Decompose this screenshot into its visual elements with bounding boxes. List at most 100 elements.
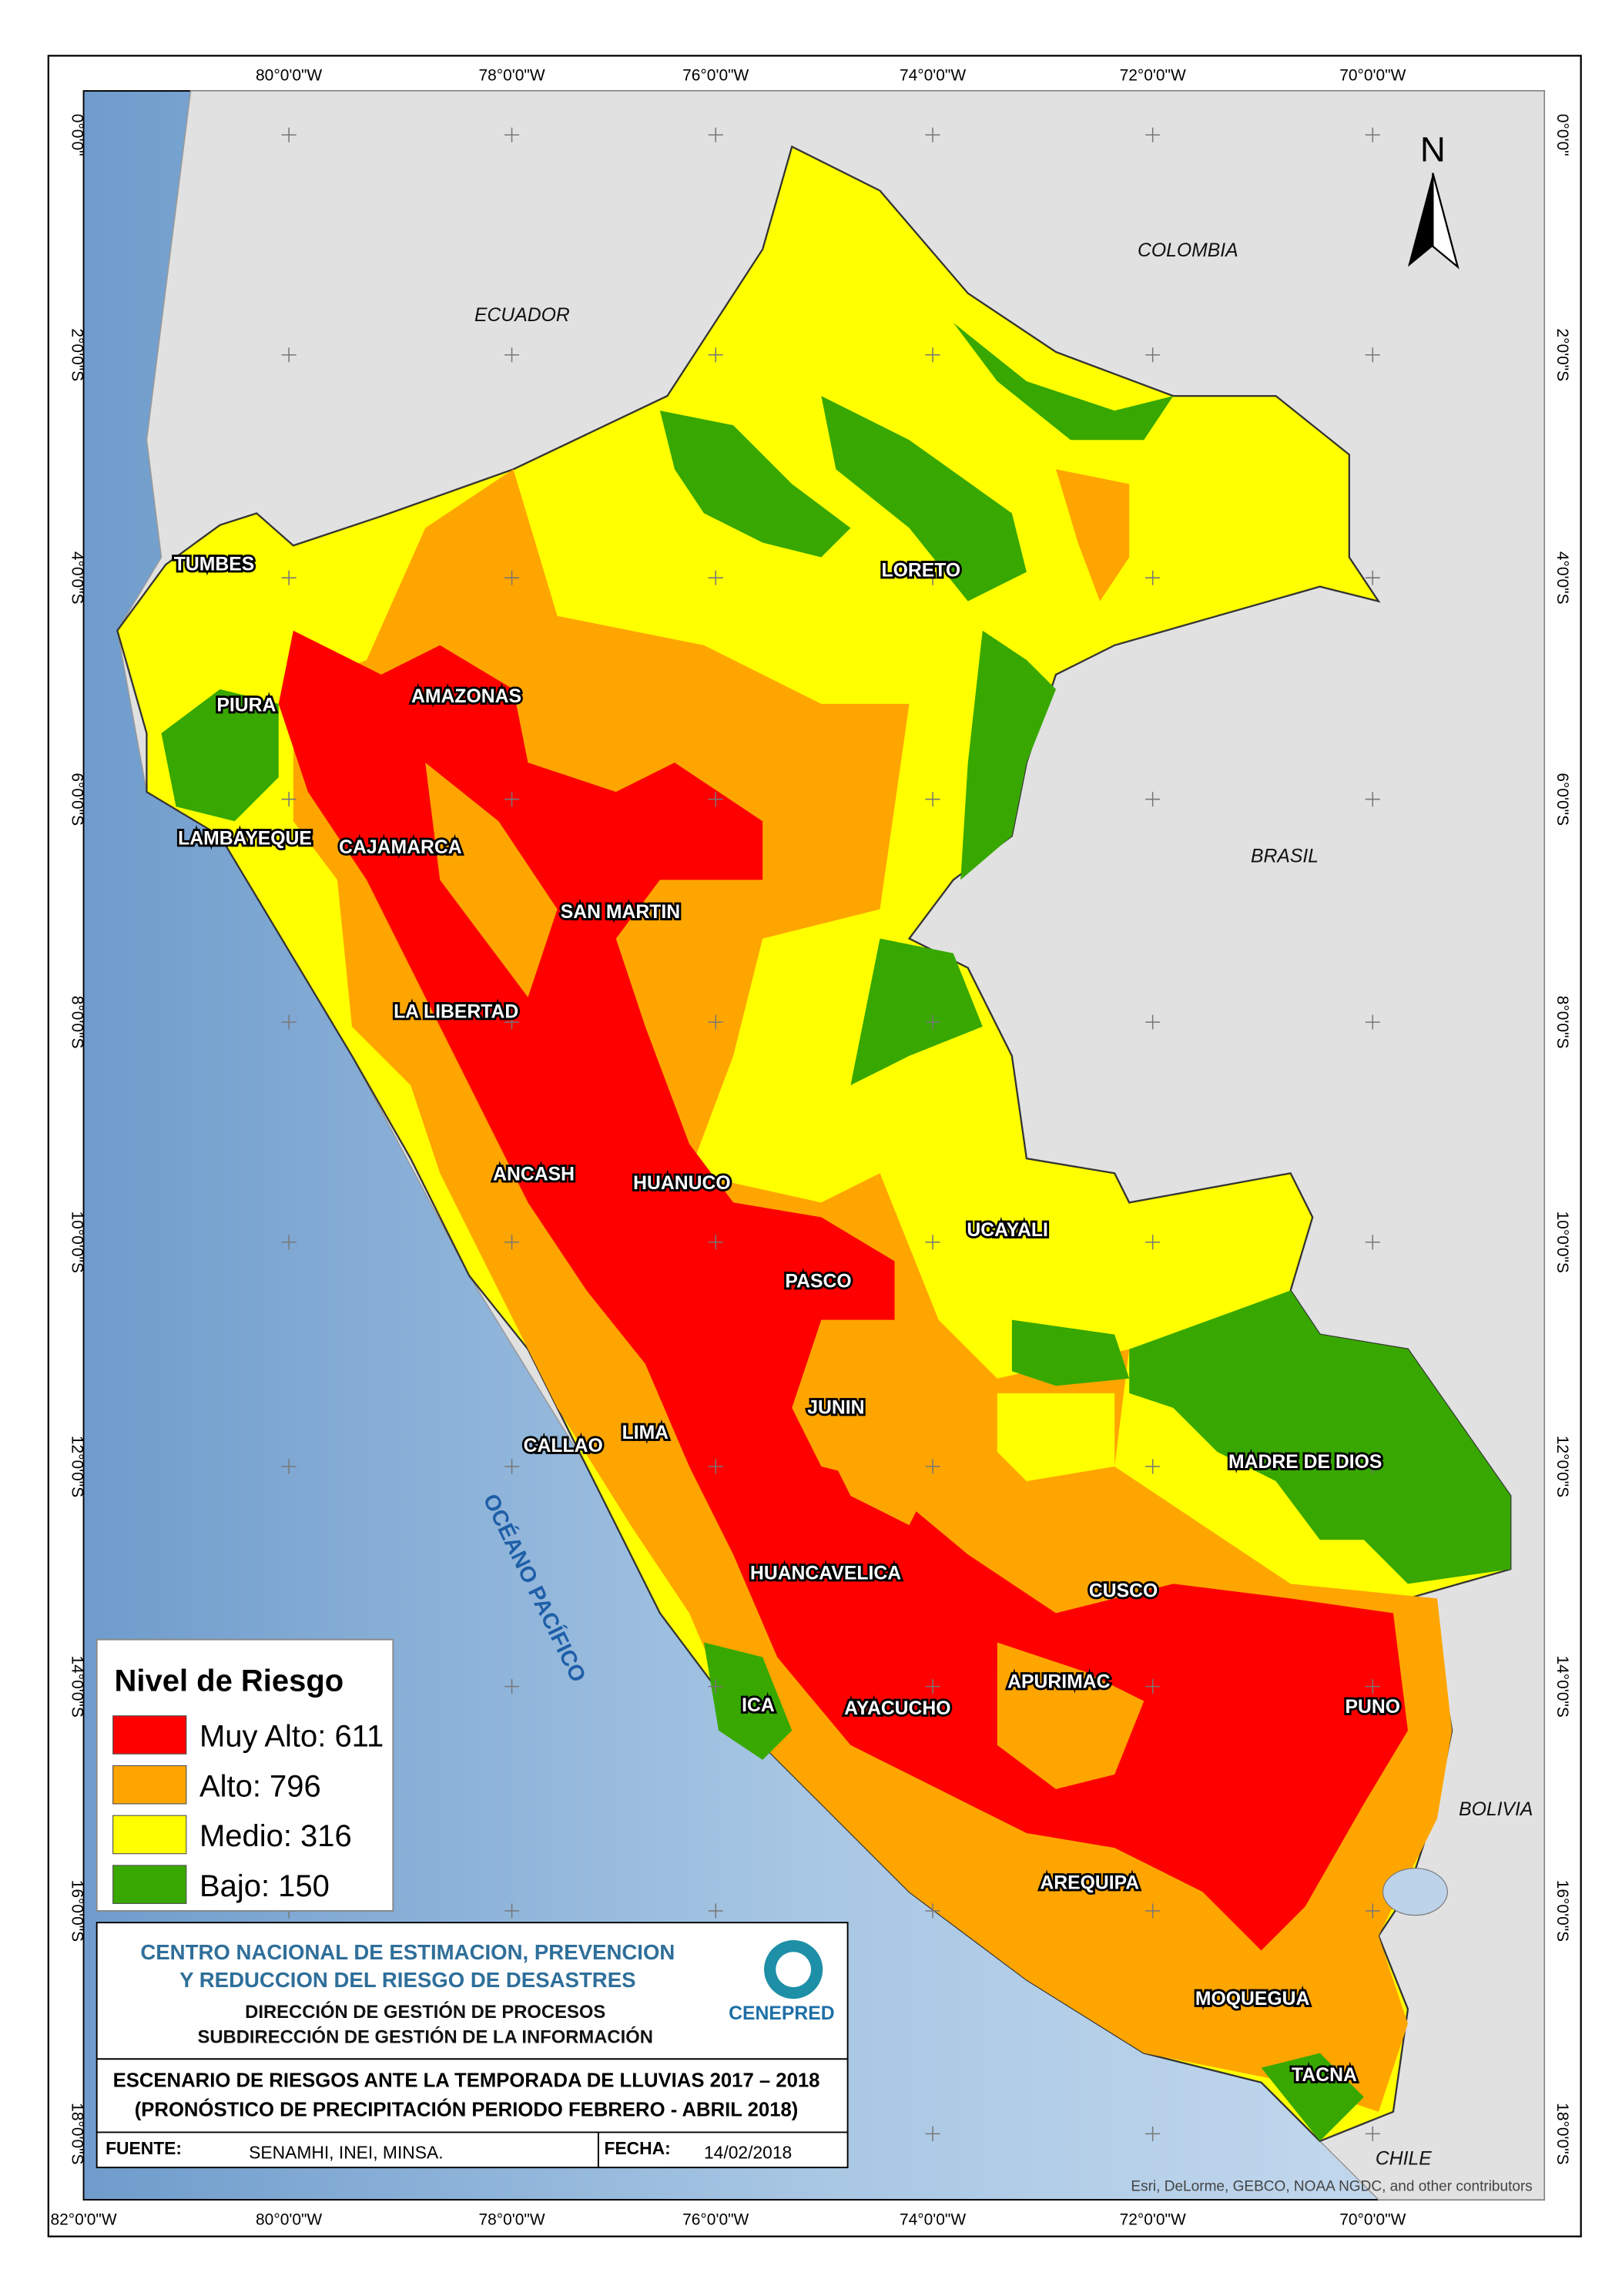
zone-high (1055, 469, 1130, 602)
title-block (96, 1922, 849, 2169)
legend-swatch (112, 1715, 187, 1755)
department-label: ICA (742, 1695, 775, 1716)
zone-low (960, 630, 1056, 880)
lon-label: 76°0'0"W (682, 67, 749, 85)
zone-medium (997, 1393, 1115, 1482)
department-label: UCAYALI (967, 1220, 1047, 1241)
zone-high (425, 763, 558, 997)
lat-label: 16°0'0"S (1553, 1880, 1571, 1942)
lon-label: 70°0'0"W (1339, 2211, 1406, 2228)
department-label: PASCO (785, 1272, 851, 1292)
lat-label: 18°0'0"S (1553, 2103, 1571, 2164)
lat-label: 8°0'0"S (1553, 996, 1571, 1049)
lat-label: 6°0'0"S (68, 773, 85, 826)
lat-label: 4°0'0"S (68, 551, 85, 605)
department-label: PIURA (216, 695, 276, 716)
lat-label: 10°0'0"S (68, 1212, 85, 1273)
legend-title: Nivel de Riesgo (115, 1664, 344, 1698)
legend-label: Muy Alto: 611 (199, 1720, 384, 1754)
zone-low (821, 396, 1027, 602)
lat-label: 0°0'0" (1553, 114, 1571, 156)
lon-label: 74°0'0"W (900, 2211, 966, 2228)
north-arrow-left (1407, 173, 1433, 267)
country-label: CHILE (1376, 2148, 1432, 2169)
north-arrow-right (1432, 173, 1459, 270)
north-arrow: N (1407, 129, 1459, 270)
country-label: COLOMBIA (1138, 240, 1238, 261)
date-label: FECHA: (605, 2138, 671, 2158)
department-label: TACNA (1292, 2065, 1357, 2086)
logo (776, 1952, 811, 1987)
zone-low (1129, 1290, 1511, 1584)
org-name: Y REDUCCION DEL RIESGO DE DESASTRES (179, 1968, 635, 1992)
lon-label: 74°0'0"W (900, 67, 966, 85)
lat-label: 16°0'0"S (68, 1880, 85, 1942)
north-label: N (1420, 129, 1446, 169)
lat-label: 6°0'0"S (1553, 773, 1571, 826)
legend-label: Alto: 796 (199, 1769, 321, 1803)
source-label: FUENTE: (106, 2138, 182, 2158)
department-label: PUNO (1346, 1697, 1401, 1718)
lat-label: 12°0'0"S (1553, 1436, 1571, 1497)
zone-low (953, 322, 1174, 441)
lon-label: 72°0'0"W (1120, 2211, 1186, 2228)
org-name: CENTRO NACIONAL DE ESTIMACION, PREVENCIO… (140, 1940, 675, 1964)
lat-label: 2°0'0"S (1553, 328, 1571, 381)
department-label: JUNIN (807, 1397, 864, 1418)
lon-label: 78°0'0"W (478, 67, 545, 85)
legend-swatch (112, 1865, 187, 1905)
country-label: BRASIL (1251, 846, 1319, 867)
legend-items: Muy Alto: 611 Alto: 796 Medio: 316 Bajo: 15… (112, 1715, 384, 1905)
department-label: AREQUIPA (1040, 1872, 1139, 1893)
logo-text: CENEPRED (729, 2003, 835, 2024)
department-label: LIMA (622, 1423, 669, 1443)
lon-label: 72°0'0"W (1120, 67, 1186, 85)
lat-label: 8°0'0"S (68, 996, 85, 1049)
department-labels: TUMBES PIURA AMAZONAS LAMBAYEQUE CAJAMARCA SA… (172, 552, 1402, 2088)
date: 14/02/2018 (704, 2143, 792, 2163)
lat-label: 10°0'0"S (1553, 1212, 1571, 1273)
zone-high (806, 1319, 939, 1526)
department-label: SAN MARTIN (561, 902, 680, 923)
lat-label: 4°0'0"S (1553, 551, 1571, 605)
credits: Esri, DeLorme, GEBCO, NOAA NGDC, and oth… (1131, 2179, 1532, 2195)
zone-low (703, 1642, 793, 1760)
lon-label: 76°0'0"W (682, 2211, 749, 2228)
lon-label: 80°0'0"W (256, 2211, 322, 2228)
department-label: TUMBES (174, 555, 255, 575)
source: SENAMHI, INEI, MINSA. (249, 2143, 443, 2163)
department-label: ANCASH (493, 1165, 575, 1185)
zone-high (997, 1642, 1144, 1789)
department-label: CAJAMARCA (339, 837, 462, 858)
map-title: ESCENARIO DE RIESGOS ANTE LA TEMPORADA D… (113, 2070, 820, 2091)
legend-swatch (112, 1815, 187, 1855)
lat-label: 2°0'0"S (68, 328, 85, 381)
department-label: MOQUEGUA (1195, 1989, 1310, 2009)
zone-low (659, 411, 851, 558)
graticule (281, 127, 1380, 2141)
department-label: AMAZONAS (411, 686, 521, 707)
lat-label: 0°0'0" (68, 114, 85, 156)
department-label: HUANCAVELICA (750, 1564, 901, 1584)
department-label: CALLAO (524, 1436, 603, 1456)
lon-label: 82°0'0"W (50, 2211, 116, 2228)
lon-label: 70°0'0"W (1339, 67, 1406, 85)
country-label: BOLIVIA (1459, 1799, 1533, 1820)
lake-titicaca (1382, 1868, 1448, 1916)
zone-low (850, 938, 983, 1085)
department-label: LAMBAYEQUE (178, 829, 312, 850)
grid-labels: 80°0'0"W 78°0'0"W 76°0'0"W 74°0'0"W 72°0'0"W… (50, 67, 1571, 2229)
lat-label: 18°0'0"S (68, 2103, 85, 2164)
lat-label: 14°0'0"S (1553, 1655, 1571, 1717)
lon-label: 78°0'0"W (478, 2211, 545, 2228)
department-label: LORETO (881, 560, 960, 581)
lat-label: 12°0'0"S (68, 1436, 85, 1497)
lat-label: 14°0'0"S (68, 1655, 85, 1717)
zone-low (1261, 2053, 1364, 2141)
department-label: APURIMAC (1007, 1672, 1111, 1693)
department-label: HUANUCO (633, 1173, 731, 1194)
department-label: LA LIBERTAD (394, 1001, 518, 1022)
direction: DIRECCIÓN DE GESTIÓN DE PROCESOS (245, 2001, 605, 2023)
